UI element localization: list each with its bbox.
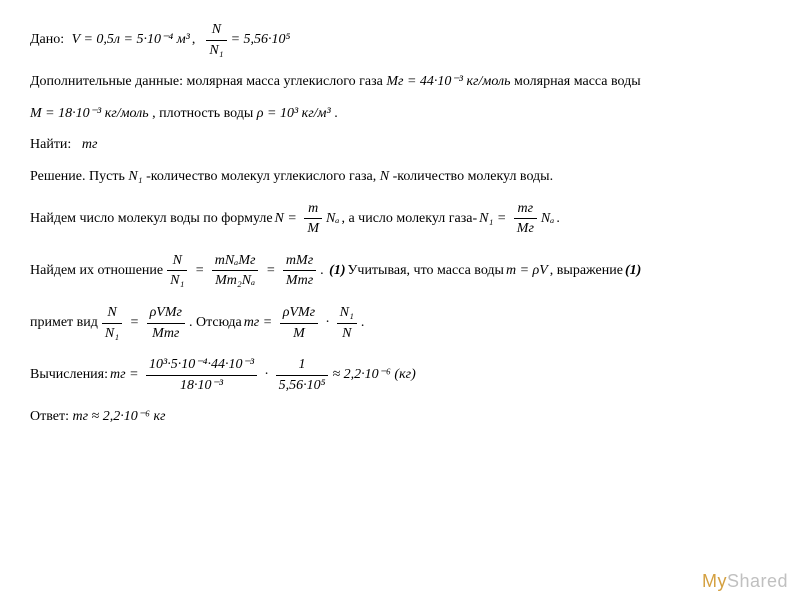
calc-line: Вычисления: mг = 10³·5·10⁻⁴·44·10⁻³ 18·1…	[30, 355, 770, 395]
find-label: Найти:	[30, 137, 71, 152]
additional-line-2: M = 18·10⁻³ кг/моль , плотность воды ρ =…	[30, 104, 770, 124]
ref-1: (1)	[329, 261, 345, 281]
solution-label: Решение. Пусть	[30, 169, 128, 184]
add-label: Дополнительные данные: молярная масса уг…	[30, 74, 386, 89]
water-formula-line: Найдем число молекул воды по формуле N =…	[30, 199, 770, 239]
calc-frac-2: 1 5,56·10⁵	[276, 355, 329, 395]
form-frac: ρVMг Mmг	[147, 303, 185, 343]
ratio-line: Найдем их отношение N N₁ = mNₐMг Mm₂Nₐ =…	[30, 251, 770, 291]
mg-frac: ρVMг M	[280, 303, 318, 343]
calc-label: Вычисления:	[30, 365, 108, 385]
ratio-tail: Учитывая, что масса воды	[347, 261, 503, 281]
add-mg: Mг = 44·10⁻³ кг/моль	[386, 74, 510, 89]
find-var: mг	[82, 137, 98, 152]
add-rho-label: , плотность воды	[152, 106, 257, 121]
n1-frac: mг Mг	[514, 199, 537, 239]
watermark-my: My	[702, 571, 727, 591]
form-lhs: N N₁	[102, 303, 122, 343]
ratio-mid: mNₐMг Mm₂Nₐ	[212, 251, 259, 291]
calc-frac-1: 10³·5·10⁻⁴·44·10⁻³ 18·10⁻³	[146, 355, 257, 395]
given-label: Дано:	[30, 30, 64, 50]
given-line: Дано: V = 0,5л = 5·10⁻⁴ м³ , N N₁ = 5,56…	[30, 20, 770, 60]
answer-label: Ответ:	[30, 409, 72, 424]
n-desc: -количество молекул воды.	[393, 169, 554, 184]
given-rhs: = 5,56·10⁵	[231, 30, 291, 50]
hence: . Отсюда	[189, 313, 242, 333]
n-na: Nₐ	[326, 209, 339, 229]
calc-result: ≈ 2,2·10⁻⁶ (кг)	[332, 365, 415, 385]
solution-line: Решение. Пусть N₁ -количество молекул уг…	[30, 167, 770, 187]
answer-val: mг ≈ 2,2·10⁻⁶ кг	[72, 409, 165, 424]
ratio-lhs: N N₁	[167, 251, 187, 291]
n-label: N	[380, 169, 389, 184]
given-frac: N N₁	[206, 20, 226, 60]
add-m: M = 18·10⁻³ кг/моль	[30, 106, 149, 121]
n1-label: N₁	[128, 169, 142, 184]
given-eq1: V = 0,5л = 5·10⁻⁴ м³	[72, 30, 190, 50]
ratio-rhs: mMг Mmг	[283, 251, 316, 291]
add-tail: молярная масса воды	[514, 74, 641, 89]
watermark-shared: Shared	[727, 571, 788, 591]
answer-line: Ответ: mг ≈ 2,2·10⁻⁶ кг	[30, 407, 770, 427]
find-line: Найти: mг	[30, 135, 770, 155]
mass-eq: m = ρV	[506, 261, 548, 281]
n-frac: m M	[304, 199, 322, 239]
take-form: примет вид	[30, 313, 98, 333]
n1-desc: -количество молекул углекислого газа,	[146, 169, 380, 184]
additional-line: Дополнительные данные: молярная масса уг…	[30, 72, 770, 92]
ratio-label: Найдем их отношение	[30, 261, 163, 281]
gas-label: , а число молекул газа-	[341, 209, 477, 229]
mg-frac-2: N₁ N	[337, 303, 357, 343]
expr-tail: , выражение	[550, 261, 623, 281]
watermark: MyShared	[702, 571, 788, 592]
add-rho: ρ = 10³ кг/м³	[257, 106, 331, 121]
find-water: Найдем число молекул воды по формуле	[30, 209, 273, 229]
form-line: примет вид N N₁ = ρVMг Mmг . Отсюда mг =…	[30, 303, 770, 343]
